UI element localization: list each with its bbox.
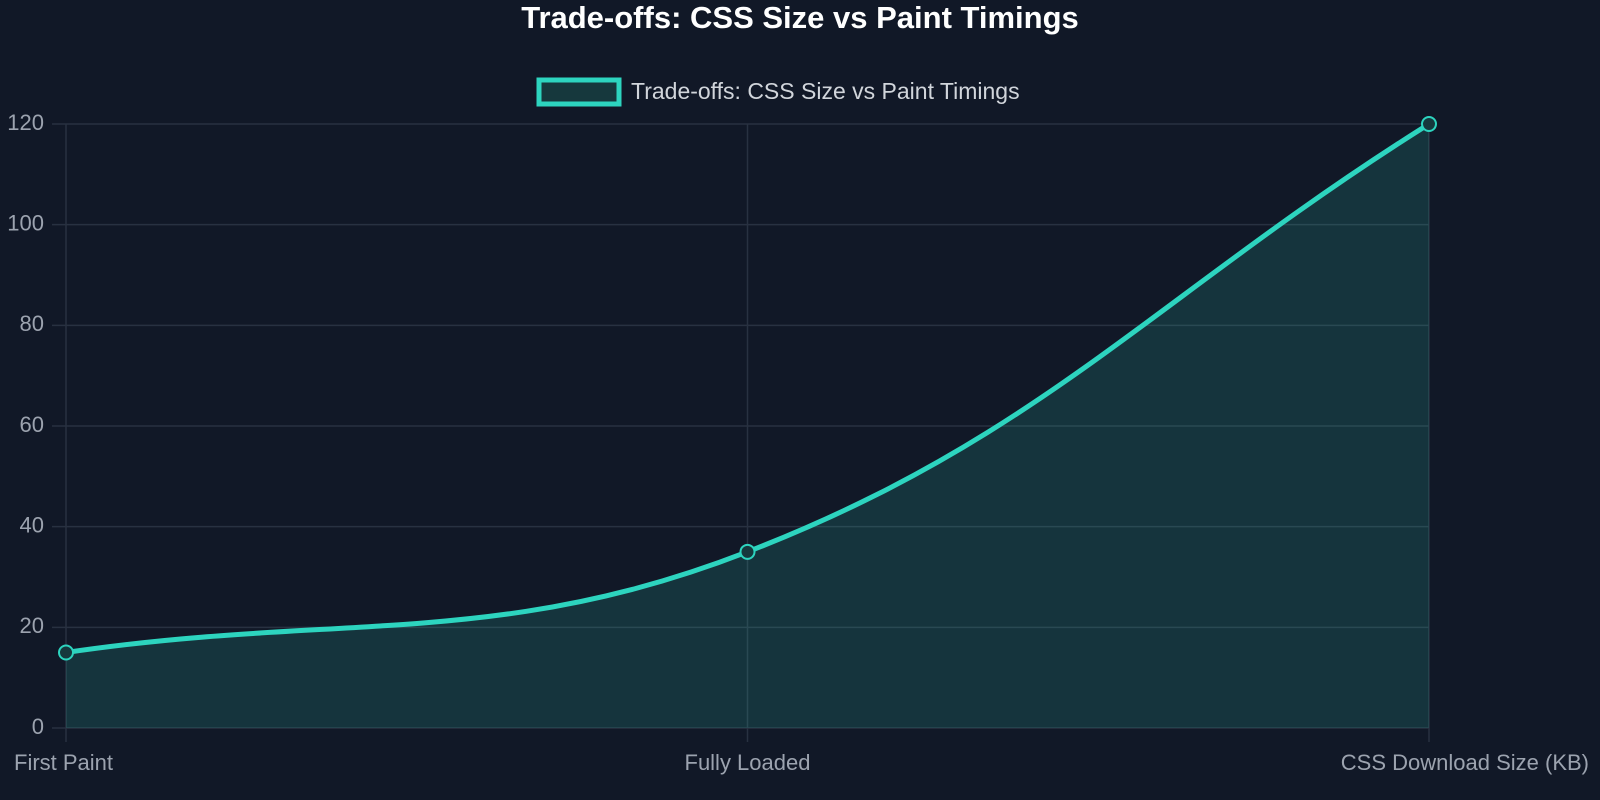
y-tick-label: 40 bbox=[20, 512, 44, 537]
y-tick-label: 20 bbox=[20, 613, 44, 638]
y-tick-label: 80 bbox=[20, 311, 44, 336]
y-tick-label: 0 bbox=[32, 714, 44, 739]
point bbox=[58, 644, 74, 661]
point bbox=[739, 543, 756, 560]
point bbox=[1421, 116, 1437, 132]
y-tick-label: 60 bbox=[20, 412, 44, 437]
y-tick-label: 120 bbox=[7, 110, 44, 135]
chart-title: Trade-offs: CSS Size vs Paint Timings bbox=[521, 0, 1079, 35]
y-tick-label: 100 bbox=[7, 210, 44, 235]
x-tick-label: Fully Loaded bbox=[685, 750, 811, 775]
x-tick-label: CSS Download Size (KB) bbox=[1341, 750, 1589, 775]
legend-label: Trade-offs: CSS Size vs Paint Timings bbox=[631, 78, 1020, 104]
x-tick-label: First Paint bbox=[14, 750, 113, 775]
area bbox=[66, 124, 1429, 728]
legend-swatch bbox=[536, 77, 622, 107]
